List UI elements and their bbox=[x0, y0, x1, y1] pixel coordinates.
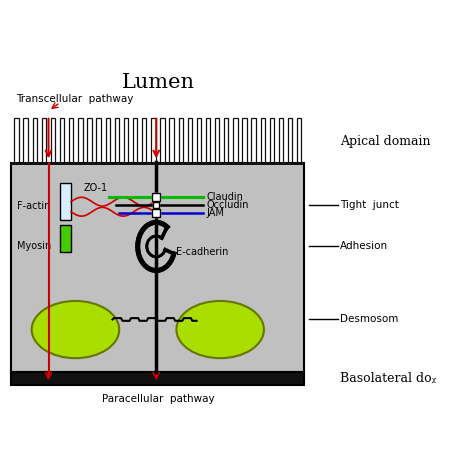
Text: Apical domain: Apical domain bbox=[340, 135, 430, 147]
Bar bbox=[215, 118, 219, 163]
Bar bbox=[142, 118, 146, 163]
Text: Basolateral doᵪ: Basolateral doᵪ bbox=[340, 372, 436, 385]
Bar bbox=[51, 118, 55, 163]
Text: ZO-1: ZO-1 bbox=[84, 183, 108, 193]
Bar bbox=[288, 118, 292, 163]
Bar bbox=[224, 118, 228, 163]
Text: Myosin: Myosin bbox=[17, 241, 51, 251]
Bar bbox=[188, 118, 192, 163]
Bar bbox=[179, 118, 183, 163]
Bar bbox=[115, 118, 119, 163]
Bar bbox=[11, 162, 304, 165]
Bar bbox=[60, 118, 64, 163]
Text: Tight  junct: Tight junct bbox=[340, 200, 399, 210]
Bar bbox=[151, 118, 155, 163]
Bar bbox=[261, 118, 265, 163]
Bar bbox=[133, 118, 137, 163]
Bar bbox=[78, 118, 82, 163]
Ellipse shape bbox=[176, 301, 264, 358]
Bar bbox=[42, 118, 46, 163]
Bar bbox=[206, 118, 210, 163]
Bar bbox=[242, 118, 247, 163]
Text: Paracellular  pathway: Paracellular pathway bbox=[101, 394, 214, 404]
Text: Adhesion: Adhesion bbox=[340, 241, 388, 251]
Text: Lumen: Lumen bbox=[121, 73, 194, 91]
Text: Occludin: Occludin bbox=[207, 200, 249, 210]
Bar bbox=[279, 118, 283, 163]
Bar bbox=[14, 118, 19, 163]
Bar bbox=[11, 163, 304, 372]
Text: E-cadherin: E-cadherin bbox=[176, 247, 229, 257]
Text: Desmosom: Desmosom bbox=[340, 314, 398, 325]
Bar bbox=[106, 118, 110, 163]
Text: Claudin: Claudin bbox=[207, 192, 244, 202]
Text: F-actin: F-actin bbox=[17, 201, 50, 211]
Bar bbox=[270, 118, 274, 163]
Bar bbox=[69, 118, 73, 163]
Bar bbox=[96, 118, 101, 163]
Bar bbox=[24, 118, 28, 163]
Bar bbox=[169, 118, 174, 163]
Bar bbox=[87, 118, 91, 163]
Bar bbox=[60, 225, 71, 252]
Ellipse shape bbox=[32, 301, 119, 358]
Bar bbox=[233, 118, 237, 163]
Bar bbox=[11, 372, 304, 385]
Bar bbox=[60, 183, 71, 220]
Bar bbox=[124, 118, 128, 163]
Bar bbox=[297, 118, 301, 163]
Bar bbox=[252, 118, 256, 163]
Text: JAM: JAM bbox=[207, 208, 225, 218]
Bar bbox=[33, 118, 37, 163]
Text: Transcellular  pathway: Transcellular pathway bbox=[17, 94, 134, 104]
Bar bbox=[197, 118, 201, 163]
Bar bbox=[160, 118, 164, 163]
